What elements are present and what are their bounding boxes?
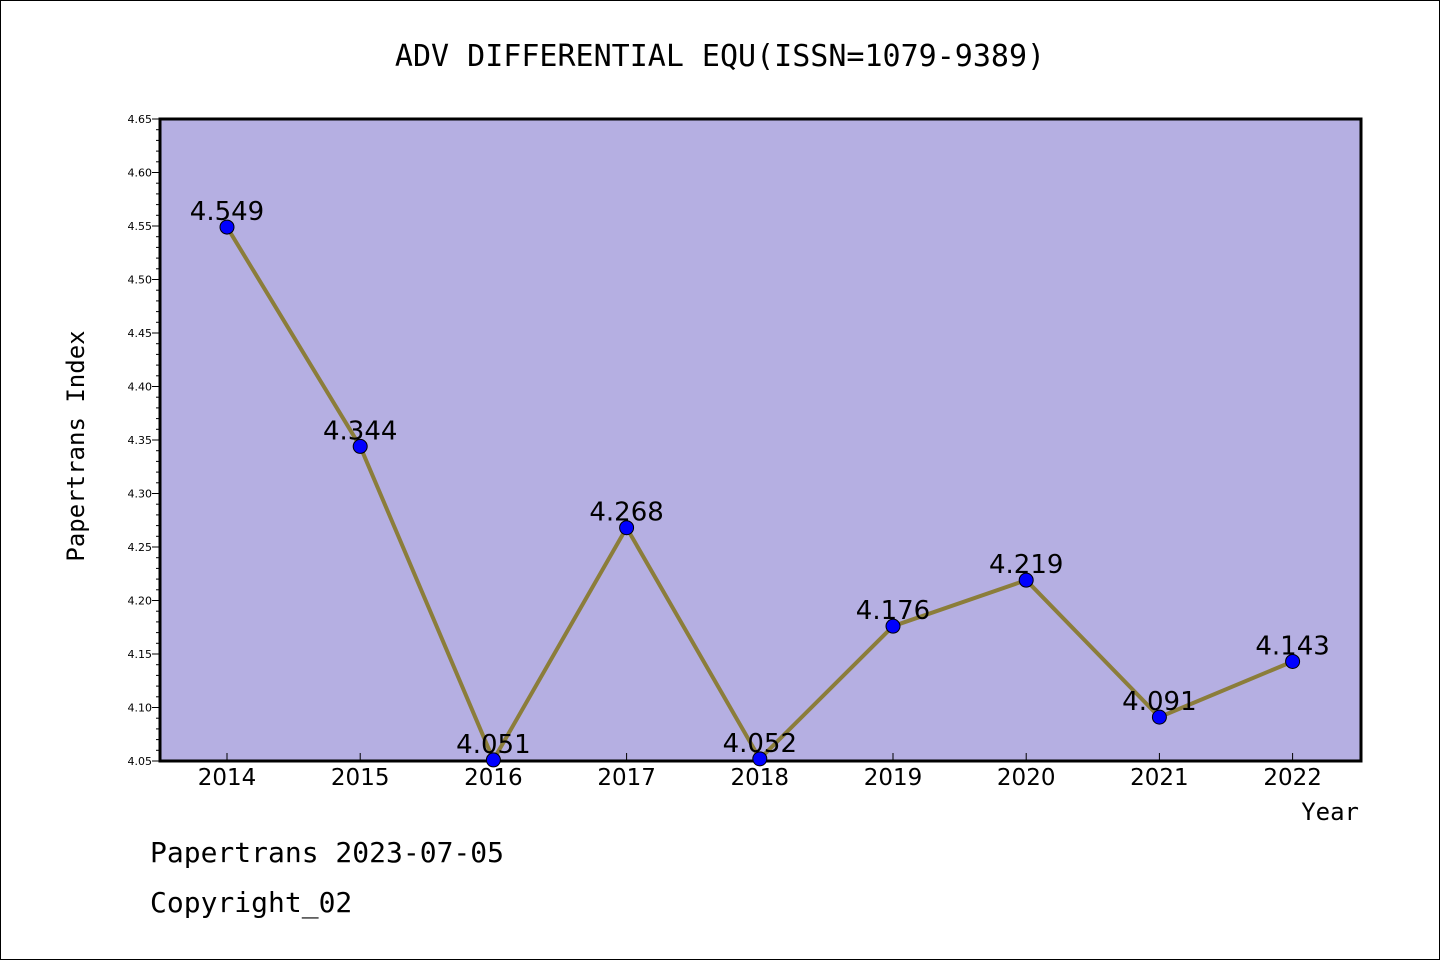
x-tick-label: 2020: [997, 765, 1056, 791]
y-tick-label: 4.20: [128, 595, 153, 608]
y-tick-label: 4.15: [128, 648, 153, 661]
y-axis-ticks: 4.05 4.10 4.15 4.20 4.25 4.30 4.35 4.40 4.45 4.50…: [128, 113, 160, 768]
data-point: [1285, 653, 1301, 669]
data-point: [219, 219, 235, 235]
x-tick-label: 2014: [198, 765, 257, 791]
y-tick-label: 4.25: [128, 541, 153, 554]
chart-title: ADV DIFFERENTIAL EQU(ISSN=1079-9389): [395, 39, 1045, 74]
data-label: 4.268: [589, 498, 663, 528]
y-tick-label: 4.55: [128, 220, 153, 233]
x-tick-label: 2017: [597, 765, 656, 791]
y-tick-label: 4.35: [128, 434, 153, 447]
data-label: 4.219: [989, 550, 1063, 580]
x-tick-label: 2018: [731, 765, 790, 791]
data-label: 4.344: [323, 416, 397, 446]
y-tick-label: 4.30: [128, 488, 153, 501]
x-tick-label: 2016: [464, 765, 523, 791]
y-tick-label: 4.60: [128, 167, 153, 180]
data-point: [1151, 709, 1167, 725]
data-label: 4.549: [190, 197, 264, 227]
data-point: [885, 618, 901, 634]
data-label: 4.091: [1122, 687, 1196, 717]
data-label: 4.143: [1255, 631, 1329, 661]
y-tick-label: 4.40: [128, 381, 153, 394]
x-axis-ticks: 2014 2015 2016 2017 2018 2019 2020 2021 2022: [198, 753, 1322, 791]
data-markers: [219, 219, 1301, 768]
x-tick-label: 2019: [864, 765, 923, 791]
x-tick-label: 2022: [1263, 765, 1322, 791]
footer-copyright: Copyright_02: [150, 886, 353, 919]
x-tick-label: 2015: [331, 765, 390, 791]
data-point: [485, 752, 501, 768]
data-label: 4.051: [456, 730, 530, 760]
data-point: [1018, 572, 1034, 588]
data-point: [619, 520, 635, 536]
data-label: 4.176: [856, 596, 930, 626]
y-tick-label: 4.65: [128, 113, 153, 126]
y-tick-label: 4.10: [128, 702, 153, 715]
y-tick-label: 4.05: [128, 755, 153, 768]
data-point: [752, 751, 768, 767]
x-tick-label: 2021: [1130, 765, 1189, 791]
data-point: [352, 438, 368, 454]
y-tick-label: 4.50: [128, 274, 153, 287]
footer-date: Papertrans 2023-07-05: [150, 836, 505, 869]
data-labels: 4.549 4.344 4.051 4.268 4.052 4.176 4.219 4.091…: [190, 197, 1330, 760]
y-tick-label: 4.45: [128, 327, 153, 340]
y-axis-label: Papertrans Index: [62, 330, 90, 561]
data-label: 4.052: [723, 729, 797, 759]
x-axis-label: Year: [1301, 798, 1359, 826]
